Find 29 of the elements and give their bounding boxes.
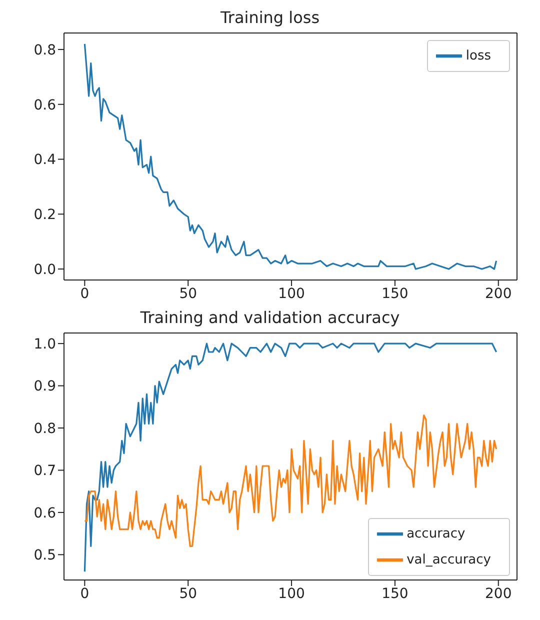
x-tick-label: 150 xyxy=(382,586,408,602)
x-tick-label: 0 xyxy=(80,586,90,602)
line-series xyxy=(84,414,498,548)
y-tick-label: 1.0 xyxy=(34,336,56,353)
x-tick-label: 200 xyxy=(485,586,512,602)
x-tick-label: 50 xyxy=(179,586,198,602)
chart-title: Training loss xyxy=(219,8,321,28)
x-tick-label: 150 xyxy=(382,286,408,302)
y-tick-label: 0.8 xyxy=(34,420,56,437)
line-series xyxy=(84,43,498,270)
legend-label: loss xyxy=(466,48,491,64)
x-tick-label: 50 xyxy=(179,286,198,302)
y-tick-label: 0.8 xyxy=(34,42,56,58)
y-tick-label: 0.6 xyxy=(34,505,56,522)
y-tick-label: 0.6 xyxy=(34,97,56,114)
y-tick-label: 0.5 xyxy=(34,548,56,564)
x-tick-label: 100 xyxy=(278,286,305,302)
legend-label: val_accuracy xyxy=(406,552,491,568)
legend-label: accuracy xyxy=(406,526,466,542)
chart-title: Training and validation accuracy xyxy=(139,308,401,328)
x-tick-label: 100 xyxy=(278,586,305,602)
x-tick-label: 0 xyxy=(80,286,90,302)
y-tick-label: 0.0 xyxy=(34,262,56,278)
y-tick-label: 0.7 xyxy=(34,463,56,480)
y-tick-label: 0.2 xyxy=(34,207,56,224)
x-tick-label: 200 xyxy=(485,286,512,302)
line-series xyxy=(84,342,498,572)
y-tick-label: 0.4 xyxy=(34,152,56,168)
y-tick-label: 0.9 xyxy=(34,378,56,395)
